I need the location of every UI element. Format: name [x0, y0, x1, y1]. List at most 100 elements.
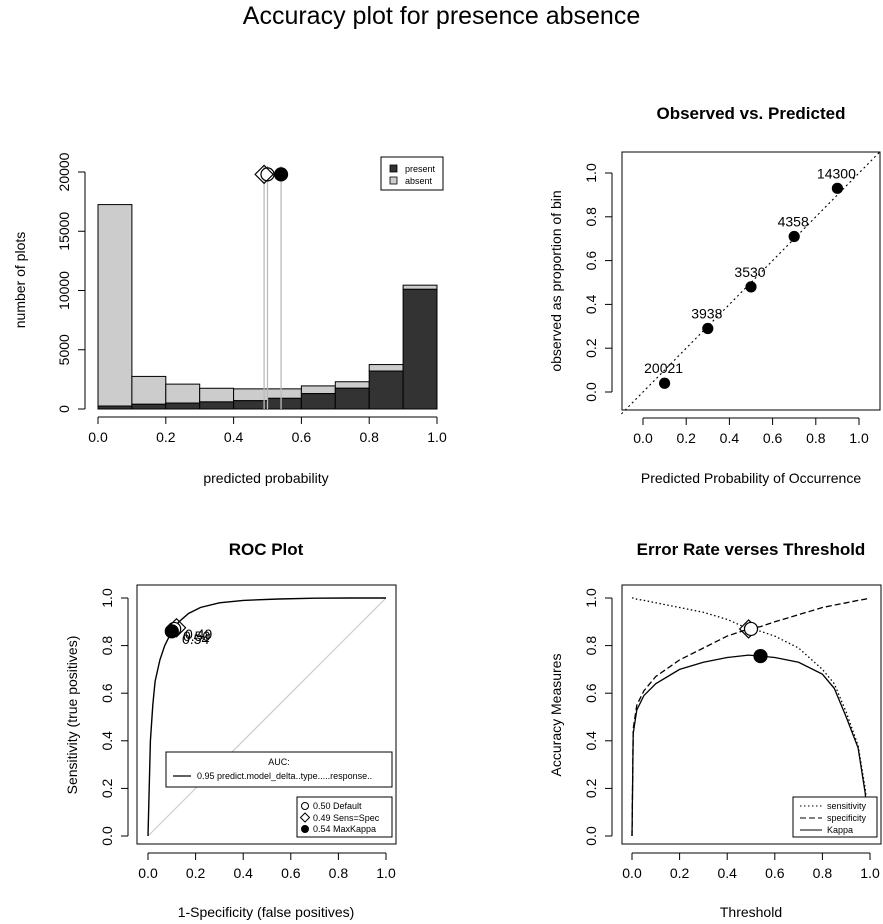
threshold-plot-frame: [621, 584, 882, 845]
histogram-x-tick-label: 0.6: [292, 429, 312, 445]
legend-label-absent: absent: [405, 176, 433, 186]
roc-y-tick-label: 0.2: [99, 778, 115, 798]
histogram-threshold-markers: [254, 164, 289, 409]
calibration-y-tick-label: 0.2: [583, 338, 599, 358]
threshold-x-tick-label: 0.4: [717, 865, 737, 881]
roc-legend-default: 0.50 Default: [313, 801, 362, 811]
bar-present: [267, 397, 302, 410]
roc-label-default: 0.50: [183, 628, 210, 644]
calibration-x-tick-label: 0.8: [806, 430, 826, 446]
bar-present: [165, 402, 201, 410]
bar-present: [131, 403, 167, 410]
roc-y-tick-label: 0.6: [99, 683, 115, 703]
threshold-x-tick-label: 0.2: [670, 865, 690, 881]
histogram-panel: 0.0 0.2 0.4 0.6 0.8 1.0 0 5000 10000 15000 20000 p…: [12, 152, 447, 486]
bar-present: [233, 400, 269, 410]
threshold-y-tick-label: 0.2: [583, 778, 599, 798]
roc-x-tick-label: 0.8: [329, 865, 349, 881]
calibration-x-tick-label: 0.2: [676, 430, 696, 446]
roc-legend-filled-circle-icon: [301, 825, 309, 833]
threshold-y-tick-label: 0.8: [583, 636, 599, 656]
histogram-y-tick-label: 5000: [56, 334, 72, 365]
calibration-x-tick-label: 0.0: [633, 430, 653, 446]
threshold-x-tick-label: 1.0: [860, 865, 880, 881]
threshold-y-tick-label: 0.6: [583, 683, 599, 703]
roc-legend-maxkappa: 0.54 MaxKappa: [313, 824, 376, 834]
roc-maxkappa-dot: [164, 624, 179, 639]
roc-y-tick-label: 0.4: [99, 731, 115, 751]
roc-legend-diamond-icon: [299, 812, 311, 823]
threshold-title: Error Rate verses Threshold: [637, 540, 866, 559]
histogram-bars: [97, 204, 438, 410]
threshold-markers: [738, 619, 768, 664]
bar-present: [402, 288, 438, 410]
roc-label-maxkappa: 0.54: [182, 631, 209, 647]
threshold-curve-sensitivity: [632, 597, 871, 837]
threshold-y-tick-label: 0.4: [583, 731, 599, 751]
histogram-x-tick-label: 0.0: [88, 429, 108, 445]
legend-swatch-present: [389, 164, 398, 173]
histogram-y-tick-label: 20000: [56, 152, 72, 191]
bar-absent: [402, 284, 438, 290]
roc-legend-sens-spec: 0.49 Sens=Spec: [313, 813, 380, 823]
roc-label-sens-spec: 0.49: [185, 626, 212, 642]
calibration-point-label: 3938: [691, 305, 722, 321]
threshold-axes: 0.0 0.2 0.4 0.6 0.8 1.0 0.0 0.2 0.4 0.6 0.8 1.0: [583, 588, 880, 881]
roc-legend-open-circle-icon: [301, 802, 309, 810]
threshold-panel: 0.0 0.2 0.4 0.6 0.8 1.0 0.0 0.2 0.4 0.6 0.8 1.0 sen…: [548, 540, 882, 920]
histogram-x-tick-label: 1.0: [427, 429, 447, 445]
auc-legend: AUC: 0.95 predict.model_delta..type.....…: [165, 751, 393, 788]
bar-absent: [233, 388, 269, 402]
threshold-y-tick-label: 0.0: [583, 826, 599, 846]
bar-absent: [199, 387, 235, 403]
roc-diagonal: [147, 597, 387, 837]
histogram-y-tick-label: 10000: [56, 271, 72, 310]
roc-ylabel: Sensitivity (true positives): [64, 636, 80, 795]
threshold-x-tick-label: 0.6: [765, 865, 785, 881]
calibration-y-tick-label: 0.0: [583, 382, 599, 402]
roc-x-tick-label: 0.4: [233, 865, 253, 881]
histogram-legend: present absent: [380, 156, 444, 191]
roc-y-tick-label: 0.8: [99, 636, 115, 656]
bar-absent: [97, 204, 133, 407]
calibration-panel: 20021 3938 3530 4358 14300 0.0 0.2 0.4 0.6 0.8 1.…: [548, 104, 881, 486]
calibration-y-tick-label: 0.4: [583, 294, 599, 314]
roc-xlabel: 1-Specificity (false positives): [178, 904, 355, 920]
calibration-y-tick-label: 1.0: [583, 163, 599, 183]
legend-swatch-absent: [389, 176, 398, 185]
histogram-xlabel: predicted probability: [203, 470, 328, 486]
calibration-title: Observed vs. Predicted: [657, 104, 846, 123]
roc-axes: 0.0 0.2 0.4 0.6 0.8 1.0 0.0 0.2 0.4 0.6 0.8 1.0: [99, 588, 396, 881]
histogram-ylabel: number of plots: [12, 232, 28, 329]
main-title: Accuracy plot for presence absence: [242, 2, 641, 30]
threshold-maxkappa-dot: [753, 648, 768, 664]
threshold-legend: sensitivity specificity Kappa: [792, 796, 878, 838]
legend-label-sensitivity: sensitivity: [827, 801, 867, 811]
roc-y-tick-label: 0.0: [99, 826, 115, 846]
bar-absent: [368, 364, 404, 372]
calibration-point-label: 20021: [644, 360, 683, 376]
roc-x-tick-label: 1.0: [376, 865, 396, 881]
roc-threshold-labels: 0.50 0.49 0.54: [182, 626, 212, 647]
histogram-default-circle: [260, 167, 275, 182]
histogram-maxkappa-dot: [273, 167, 289, 182]
calibration-point-label: 14300: [817, 165, 856, 181]
calibration-y-tick-label: 0.6: [583, 251, 599, 271]
auc-heading: AUC:: [268, 757, 290, 767]
calibration-point-label: 4358: [778, 214, 809, 230]
histogram-x-tick-label: 0.4: [224, 429, 244, 445]
roc-threshold-legend-box: [296, 796, 393, 838]
roc-plot-frame: [136, 584, 397, 845]
calibration-axes: 0.0 0.2 0.4 0.6 0.8 1.0 0.0 0.2 0.4 0.6 0.8 1.0: [583, 163, 869, 446]
roc-title: ROC Plot: [229, 540, 304, 559]
threshold-y-tick-label: 1.0: [583, 588, 599, 608]
calibration-point: [831, 182, 844, 194]
calibration-y-tick-label: 0.8: [583, 207, 599, 227]
calibration-point: [745, 281, 757, 293]
calibration-x-tick-label: 0.6: [763, 430, 783, 446]
histogram-y-tick-label: 15000: [56, 212, 72, 251]
bar-present: [368, 370, 404, 410]
roc-x-tick-label: 0.0: [138, 865, 158, 881]
calibration-identity-line: [621, 150, 881, 415]
calibration-point: [658, 377, 671, 389]
